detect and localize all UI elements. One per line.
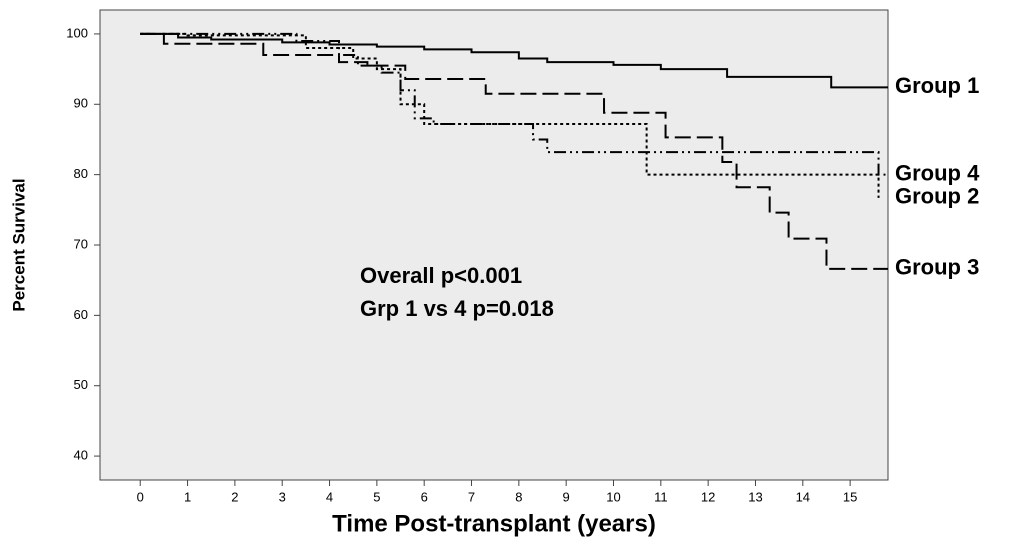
y-tick-label: 90 (74, 96, 88, 111)
x-tick-label: 8 (515, 489, 522, 504)
x-tick-label: 11 (654, 489, 668, 504)
x-tick-label: 5 (373, 489, 380, 504)
x-tick-label: 3 (279, 489, 286, 504)
survival-curve (140, 32, 888, 176)
x-axis-title: Time Post-transplant (years) (332, 510, 656, 537)
y-axis-title: Percent Survival (9, 178, 28, 311)
x-tick-label: 4 (326, 489, 333, 504)
legend-label: Group 3 (895, 255, 979, 280)
x-tick-label: 9 (563, 489, 570, 504)
x-tick-label: 15 (843, 489, 857, 504)
y-tick-label: 80 (74, 166, 88, 181)
x-tick-label: 1 (184, 489, 191, 504)
x-tick-label: 13 (748, 489, 762, 504)
annotation: Overall p<0.001 (360, 263, 522, 288)
x-tick-label: 10 (606, 489, 620, 504)
survival-curve (140, 32, 888, 270)
legend-label: Group 4 (895, 160, 980, 185)
y-tick-label: 50 (74, 377, 88, 392)
annotation: Grp 1 vs 4 p=0.018 (360, 296, 554, 321)
y-tick-label: 40 (74, 448, 88, 463)
x-tick-label: 2 (231, 489, 238, 504)
x-tick-label: 7 (468, 489, 475, 504)
plot-area (99, 9, 889, 481)
y-tick-label: 70 (74, 236, 88, 251)
survival-curve (140, 32, 888, 89)
x-tick-label: 0 (137, 489, 144, 504)
y-tick-label: 100 (66, 25, 88, 40)
x-tick-label: 12 (701, 489, 715, 504)
x-tick-label: 14 (796, 489, 810, 504)
legend-label: Group 2 (895, 184, 979, 209)
x-tick-label: 6 (421, 489, 428, 504)
y-tick-label: 60 (74, 307, 88, 322)
legend-label: Group 1 (895, 73, 979, 98)
survival-curve (140, 32, 880, 198)
